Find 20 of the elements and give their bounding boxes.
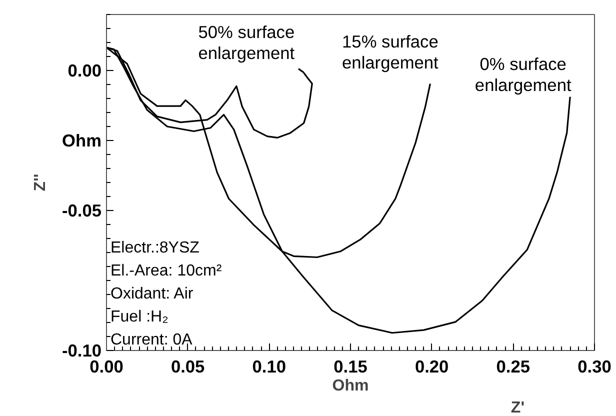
y-tick-label: 0.00	[68, 60, 102, 80]
x-tick-label: 0.20	[414, 356, 449, 376]
series-label: 15% surface enlargement	[342, 32, 439, 73]
x-tick-label: 0.25	[496, 356, 530, 376]
y-axis-title: Z''	[32, 174, 50, 192]
series-label: 50% surface enlargement	[198, 22, 295, 63]
x-tick-label: 0.30	[578, 356, 612, 376]
x-tick-label: 0.05	[170, 356, 206, 376]
annotation: Oxidant: Air	[110, 286, 194, 302]
x-tick-label: 0.15	[334, 356, 368, 376]
annotation: Fuel :H₂	[110, 308, 168, 326]
x-axis-title: Ohm	[332, 378, 369, 394]
text: Z'	[510, 400, 524, 416]
annotation: El.-Area: 10cm²	[110, 262, 222, 280]
annotation: Electr.:8YSZ	[110, 240, 200, 256]
y-tick-label: Ohm	[62, 130, 102, 150]
annotation: Current: 0A	[110, 332, 193, 348]
y-tick-label: -0.05	[62, 200, 102, 220]
series-label: 0% surface enlargement	[474, 54, 572, 95]
x-tick-label: 0.10	[252, 356, 286, 376]
